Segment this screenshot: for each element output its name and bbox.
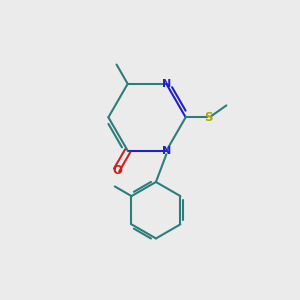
Text: N: N xyxy=(162,79,171,89)
Text: N: N xyxy=(162,146,171,156)
Text: S: S xyxy=(204,111,213,124)
Text: O: O xyxy=(113,164,123,177)
